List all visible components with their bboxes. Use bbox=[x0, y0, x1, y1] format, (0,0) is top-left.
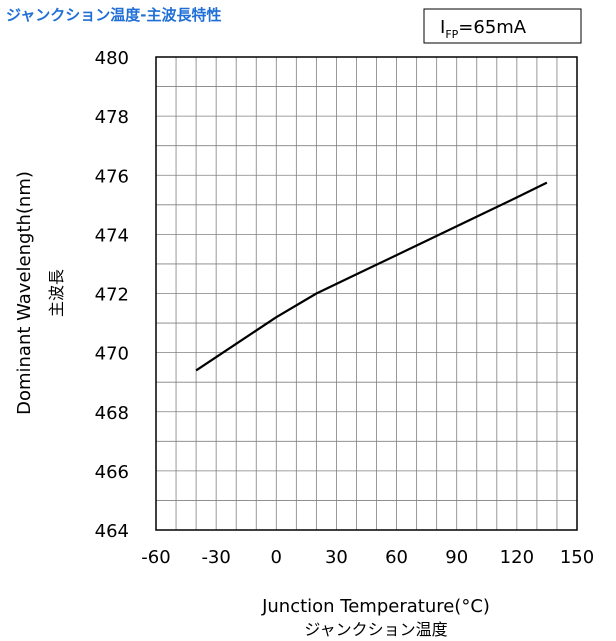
x-axis-label: Junction Temperature(°C) bbox=[261, 596, 490, 617]
chart-title: ジャンクション温度-主波長特性 bbox=[6, 6, 221, 24]
y-tick-label: 466 bbox=[95, 462, 129, 483]
y-tick-label: 470 bbox=[95, 344, 129, 365]
x-axis-label-ja: ジャンクション温度 bbox=[304, 620, 447, 639]
y-tick-label: 464 bbox=[95, 521, 129, 542]
y-tick-label: 472 bbox=[95, 285, 129, 306]
condition-value: =65mA bbox=[458, 17, 527, 38]
series-line-0 bbox=[196, 183, 547, 371]
y-axis-label-ja: 主波長 bbox=[47, 269, 66, 317]
x-axis-ticks: -60 -30 0 30 60 90 120 150 bbox=[141, 547, 594, 568]
y-tick-label: 468 bbox=[95, 403, 129, 424]
y-axis-ticks: 464 466 468 470 472 474 476 478 480 bbox=[95, 48, 129, 542]
condition-subscript: FP bbox=[445, 28, 458, 41]
series-layer bbox=[196, 183, 547, 371]
y-tick-label: 478 bbox=[95, 107, 129, 128]
y-tick-label: 476 bbox=[95, 166, 129, 187]
y-tick-label: 474 bbox=[95, 225, 129, 246]
x-tick-label: -30 bbox=[201, 547, 230, 568]
x-tick-label: 120 bbox=[500, 547, 534, 568]
y-tick-label: 480 bbox=[95, 48, 129, 69]
x-tick-label: -60 bbox=[141, 547, 170, 568]
x-tick-label: 90 bbox=[445, 547, 468, 568]
x-tick-label: 60 bbox=[385, 547, 408, 568]
x-tick-label: 0 bbox=[271, 547, 282, 568]
y-axis-label: Dominant Wavelength(nm) bbox=[14, 171, 35, 415]
condition-box: IFP=65mA bbox=[424, 9, 581, 43]
grid bbox=[156, 57, 577, 530]
x-tick-label: 150 bbox=[560, 547, 594, 568]
x-tick-label: 30 bbox=[325, 547, 348, 568]
